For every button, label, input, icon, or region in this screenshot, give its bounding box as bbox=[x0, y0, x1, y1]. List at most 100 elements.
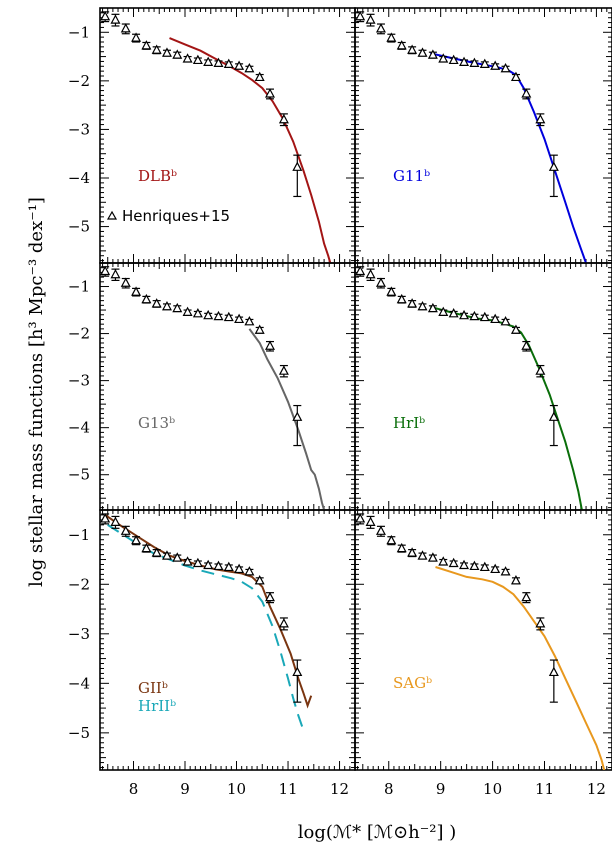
obs-point bbox=[500, 316, 511, 326]
y-axis-label: log stellar mass functions [h³ Mpc⁻³ dex… bbox=[26, 197, 47, 587]
x-axis-label: log(ℳ* [ℳ⊙h⁻²] ) bbox=[298, 822, 457, 843]
panel-label: G11ᵇ bbox=[393, 167, 430, 185]
series-line bbox=[430, 52, 587, 263]
obs-point bbox=[407, 547, 418, 557]
obs-point bbox=[535, 618, 546, 628]
obs-point bbox=[375, 277, 386, 287]
obs-point bbox=[213, 310, 224, 321]
obs-point bbox=[182, 306, 193, 316]
obs-point bbox=[131, 534, 142, 545]
obs-point bbox=[490, 313, 501, 324]
obs-point bbox=[234, 563, 245, 574]
obs-point bbox=[386, 32, 397, 42]
x-tick-label: 11 bbox=[278, 780, 297, 798]
obs-point bbox=[548, 411, 559, 421]
obs-point bbox=[500, 566, 511, 576]
obs-point bbox=[448, 557, 459, 568]
obs-point bbox=[172, 552, 183, 562]
obs-point bbox=[407, 44, 418, 54]
series-line bbox=[248, 328, 326, 510]
obs-point bbox=[172, 49, 183, 59]
obs-point bbox=[396, 542, 407, 553]
y-tick-label: −1 bbox=[68, 526, 90, 544]
obs-point bbox=[438, 53, 449, 63]
obs-point bbox=[375, 525, 386, 535]
obs-point bbox=[141, 293, 152, 304]
x-tick-label: 10 bbox=[227, 780, 246, 798]
obs-point bbox=[100, 265, 111, 276]
obs-point bbox=[203, 56, 214, 66]
y-tick-label: −5 bbox=[68, 724, 90, 742]
y-tick-label: −3 bbox=[68, 372, 90, 390]
obs-point bbox=[417, 47, 428, 57]
legend-marker bbox=[106, 210, 118, 220]
obs-point bbox=[417, 550, 428, 560]
obs-point bbox=[438, 556, 449, 566]
obs-point bbox=[244, 62, 255, 73]
panels-grid: −1 −2 −3 −4 −5 DLBᵇ Henriques+15 G11ᵇ −1 −2 −3 −4 −5… bbox=[68, 7, 612, 798]
obs-point bbox=[510, 324, 521, 334]
obs-point bbox=[375, 23, 386, 33]
obs-point bbox=[365, 268, 376, 279]
x-tick-label: 12 bbox=[330, 780, 349, 798]
series-line bbox=[169, 37, 332, 263]
obs-point bbox=[120, 277, 131, 287]
obs-point bbox=[223, 58, 234, 68]
obs-point bbox=[386, 534, 397, 545]
obs-point bbox=[365, 516, 376, 526]
obs-point bbox=[254, 71, 265, 82]
obs-point bbox=[131, 286, 142, 296]
obs-point bbox=[161, 550, 172, 560]
obs-point bbox=[110, 516, 121, 526]
obs-point bbox=[223, 311, 234, 322]
obs-point bbox=[254, 575, 265, 585]
panel-2: G11ᵇ bbox=[354, 7, 612, 264]
obs-point bbox=[479, 58, 490, 68]
obs-point bbox=[548, 666, 559, 677]
obs-point bbox=[161, 300, 172, 311]
obs-point bbox=[469, 310, 480, 321]
obs-point bbox=[182, 556, 193, 566]
y-tick-label: −1 bbox=[68, 23, 90, 41]
obs-point bbox=[203, 309, 214, 320]
obs-point bbox=[151, 44, 162, 54]
legend-entry: Henriques+15 bbox=[122, 207, 230, 225]
obs-point bbox=[192, 557, 203, 568]
panel-frame bbox=[99, 509, 356, 771]
legend: Henriques+15 bbox=[106, 207, 230, 225]
panel-label: SAGᵇ bbox=[393, 674, 432, 692]
obs-point bbox=[244, 316, 255, 326]
obs-point bbox=[292, 411, 303, 421]
obs-point bbox=[448, 308, 459, 318]
obs-point bbox=[278, 365, 289, 375]
panel-label-secondary: HrIIᵇ bbox=[138, 697, 176, 715]
x-tick-label: 10 bbox=[483, 780, 502, 798]
x-tick-label: 9 bbox=[436, 780, 446, 798]
obs-point bbox=[459, 559, 470, 570]
obs-point bbox=[396, 40, 407, 50]
obs-point bbox=[548, 161, 559, 171]
panel-label: G13ᵇ bbox=[138, 414, 175, 432]
obs-point bbox=[427, 302, 438, 313]
x-tick-label: 9 bbox=[180, 780, 190, 798]
panel-label: DLBᵇ bbox=[138, 167, 177, 185]
obs-point bbox=[110, 268, 121, 279]
obs-point bbox=[100, 10, 111, 21]
y-tick-label: −2 bbox=[68, 325, 90, 343]
obs-point bbox=[479, 561, 490, 572]
x-tick-label: 8 bbox=[384, 780, 394, 798]
panel-3: −1 −2 −3 −4 −5 G13ᵇ bbox=[68, 262, 356, 511]
panel-label: GIIᵇ bbox=[138, 679, 168, 697]
y-tick-label: −5 bbox=[68, 466, 90, 484]
obs-point bbox=[292, 161, 303, 171]
obs-point bbox=[396, 293, 407, 304]
obs-point bbox=[265, 340, 275, 350]
obs-point bbox=[120, 23, 131, 33]
obs-point bbox=[151, 298, 162, 308]
obs-point bbox=[234, 60, 245, 70]
obs-point bbox=[448, 54, 459, 65]
obs-point bbox=[521, 591, 532, 602]
obs-point bbox=[292, 666, 303, 677]
y-tick-label: −4 bbox=[68, 169, 90, 187]
series-line bbox=[435, 566, 606, 770]
